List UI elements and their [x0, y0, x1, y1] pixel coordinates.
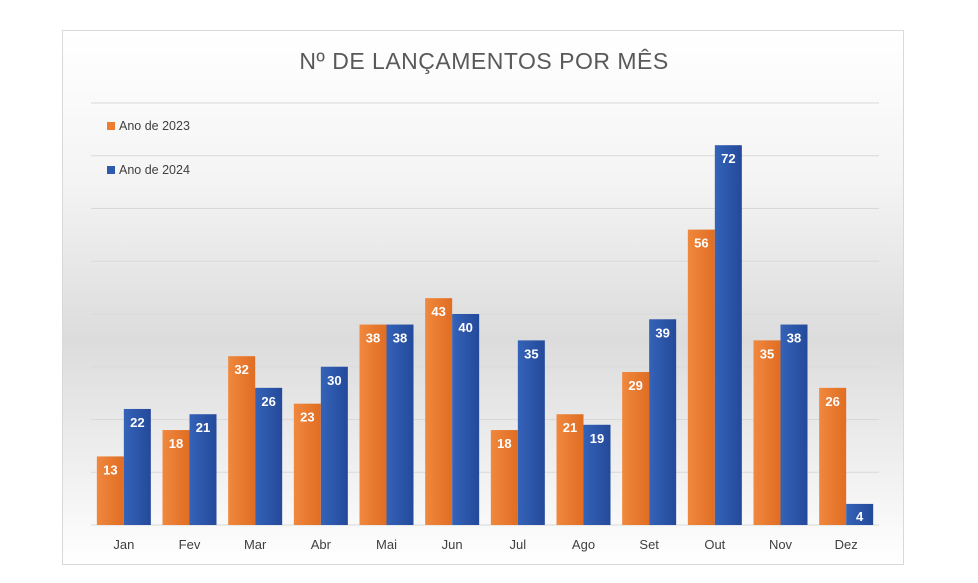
data-label: 29: [628, 378, 642, 393]
data-label: 18: [497, 436, 511, 451]
chart-title: Nº DE LANÇAMENTOS POR MÊS: [299, 48, 668, 74]
x-tick-label: Ago: [572, 537, 595, 552]
data-label: 19: [590, 431, 604, 446]
bar-2023-ago: [556, 414, 584, 525]
x-tick-label: Jul: [510, 537, 527, 552]
data-label: 72: [721, 151, 735, 166]
bar-2023-abr: [293, 403, 321, 525]
bar-2023-mai: [359, 324, 387, 525]
bar-chart: Nº DE LANÇAMENTOS POR MÊS Ano de 2023Ano…: [91, 48, 879, 552]
x-tick-label: Fev: [179, 537, 201, 552]
bar-2024-abr: [320, 366, 348, 525]
bar-2024-jul: [517, 340, 545, 525]
bar-2023-nov: [753, 340, 781, 525]
bar-2023-set: [622, 372, 650, 525]
data-label: 23: [300, 410, 314, 425]
data-label: 39: [655, 325, 669, 340]
data-label: 43: [431, 304, 445, 319]
bar-2024-mai: [386, 324, 414, 525]
bar-2024-ago: [583, 424, 611, 525]
x-tick-label: Nov: [769, 537, 793, 552]
bar-2023-jun: [425, 298, 453, 525]
data-label: 4: [856, 509, 864, 524]
bar-2024-set: [649, 319, 677, 525]
x-tick-label: Dez: [835, 537, 858, 552]
x-tick-label: Mai: [376, 537, 397, 552]
data-label: 21: [563, 420, 577, 435]
bar-2024-jun: [452, 314, 480, 525]
data-label: 30: [327, 373, 341, 388]
bar-2024-dez: [846, 503, 874, 525]
data-label: 35: [760, 346, 774, 361]
legend-label: Ano de 2024: [119, 163, 190, 177]
bar-2023-jan: [96, 456, 124, 525]
data-label: 38: [787, 331, 801, 346]
data-label: 26: [261, 394, 275, 409]
chart-frame: Nº DE LANÇAMENTOS POR MÊS Ano de 2023 Ano…: [62, 30, 904, 565]
x-axis: Jan Fev Mar Abr Mai Jun Jul Ago Set Out Nov Dez: [113, 537, 857, 552]
bar-2023-mar: [228, 356, 256, 525]
bars: [96, 145, 874, 525]
bar-2024-out: [714, 145, 742, 525]
bar-2024-nov: [780, 324, 808, 525]
data-label: 13: [103, 462, 117, 477]
legend-swatch: [107, 122, 115, 130]
data-label: 56: [694, 236, 708, 251]
legend-swatch: [107, 166, 115, 174]
x-tick-label: Jun: [442, 537, 463, 552]
bar-2023-out: [687, 229, 715, 525]
data-label: 40: [458, 320, 472, 335]
legend: Ano de 2023 Ano de 2024: [107, 119, 190, 177]
data-label: 32: [234, 362, 248, 377]
bar-2024-jan: [123, 408, 151, 525]
data-label: 21: [196, 420, 210, 435]
bar-2023-fev: [162, 430, 190, 525]
x-tick-label: Jan: [113, 537, 134, 552]
gridlines: [91, 102, 879, 526]
x-tick-label: Mar: [244, 537, 267, 552]
bar-2023-jul: [490, 430, 518, 525]
data-label: 26: [825, 394, 839, 409]
data-label: 22: [130, 415, 144, 430]
data-label: 35: [524, 346, 538, 361]
bar-2024-mar: [255, 387, 283, 525]
bar-2024-fev: [189, 414, 217, 525]
bar-2023-dez: [819, 387, 847, 525]
data-label: 18: [169, 436, 183, 451]
x-tick-label: Abr: [311, 537, 332, 552]
x-tick-label: Out: [704, 537, 725, 552]
x-tick-label: Set: [639, 537, 659, 552]
data-labels: 13 22 18 21 32 26 23 30 38 38 43 40 18 35 21 19 29 39 56 72…: [103, 151, 864, 524]
legend-label: Ano de 2023: [119, 119, 190, 133]
data-label: 38: [366, 331, 380, 346]
data-label: 38: [393, 331, 407, 346]
